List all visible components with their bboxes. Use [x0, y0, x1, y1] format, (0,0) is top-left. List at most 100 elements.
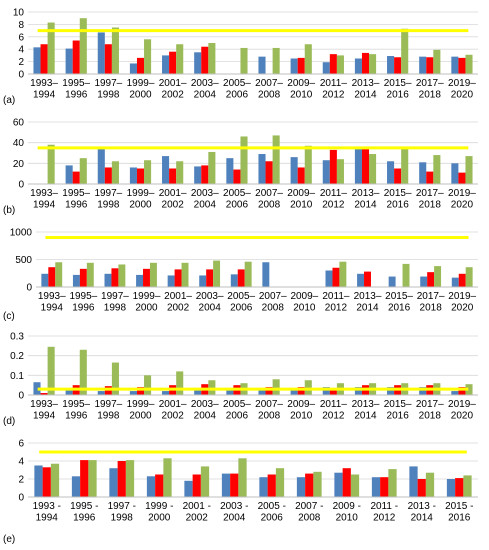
x-tick-label: 2009– — [287, 78, 315, 89]
x-tick-label: 2010 — [336, 513, 359, 524]
bar-s1-7 — [230, 274, 238, 287]
bar-s1-3 — [97, 148, 105, 184]
bar-s1-10 — [322, 62, 330, 74]
chart-panel-3: 0 500 1000 1993–1994 1995–1996 1997–1998 1999–… — [3, 228, 478, 322]
x-tick-label: 2009 - — [333, 501, 361, 512]
bar-s1-5 — [184, 480, 193, 497]
y-tick-label: 0.3 — [10, 332, 24, 343]
x-tick-label: 2007– — [255, 78, 283, 89]
x-tick-label: 2015 - — [445, 501, 473, 512]
x-tick-label: 1996 — [65, 411, 88, 422]
x-tick-label: 2013– — [352, 188, 380, 199]
x-tick-label: 2013– — [354, 291, 382, 302]
bar-s2-1 — [42, 467, 51, 497]
bar-s1-8 — [258, 389, 266, 395]
bar-s2-4 — [136, 387, 145, 395]
x-tick-label: 2014 — [354, 200, 377, 211]
x-tick-label: 2014 — [411, 513, 434, 524]
bar-s2-13 — [426, 171, 434, 184]
x-tick-label: 1999– — [127, 78, 155, 89]
bar-s2-10 — [329, 54, 337, 74]
bar-s1-4 — [129, 391, 137, 395]
x-tick-label: 1998 — [104, 303, 127, 314]
bar-s1-5 — [167, 275, 175, 287]
x-tick-label: 2016 — [387, 411, 410, 422]
x-tick-label: 2001 - — [183, 501, 211, 512]
x-tick-label: 1993– — [30, 188, 58, 199]
x-tick-label: 2001– — [159, 399, 187, 410]
x-tick-label: 2008 — [262, 303, 285, 314]
x-tick-label: 2013 - — [408, 501, 436, 512]
bar-s1-14 — [451, 391, 459, 395]
bar-s2-2 — [79, 268, 87, 287]
x-tick-label: 2016 — [388, 303, 411, 314]
x-tick-label: 2005– — [227, 291, 255, 302]
x-tick-label: 2018 — [419, 411, 442, 422]
x-tick-label: 2008 — [258, 411, 281, 422]
bar-s3-3 — [111, 27, 119, 74]
bar-s1-12 — [387, 56, 395, 74]
bar-s2-9 — [297, 57, 305, 74]
x-tick-label: 2018 — [420, 303, 443, 314]
x-tick-label: 2001– — [164, 291, 192, 302]
x-tick-label: 2000 — [129, 90, 152, 101]
y-tick-label: 6 — [18, 32, 24, 43]
x-tick-label: 2020 — [451, 303, 474, 314]
bar-s2-4 — [136, 57, 145, 74]
bar-s1-9 — [290, 389, 298, 395]
y-tick-label: 60 — [13, 118, 25, 129]
x-tick-label: 2015– — [385, 291, 413, 302]
x-tick-label: 2003– — [191, 188, 219, 199]
x-tick-label: 2016 — [387, 200, 410, 211]
bar-s2-9 — [342, 468, 351, 497]
bar-s2-10 — [329, 149, 337, 184]
panel-label: (d) — [3, 416, 15, 427]
bar-s1-9 — [290, 58, 298, 74]
bar-s2-1 — [40, 44, 48, 74]
bar-s2-2 — [80, 460, 89, 497]
bar-s3-5 — [176, 161, 184, 184]
x-tick-label: 1996 — [73, 513, 96, 524]
x-tick-label: 2000 — [129, 411, 152, 422]
x-tick-label: 2005– — [223, 399, 251, 410]
bar-s2-14 — [458, 57, 466, 74]
bar-s1-7 — [226, 389, 234, 395]
bar-s3-7 — [275, 468, 285, 497]
y-tick-label: 2 — [18, 475, 24, 486]
x-tick-label: 2012 — [322, 200, 345, 211]
bar-s3-2 — [88, 460, 97, 497]
bar-s1-11 — [357, 273, 365, 287]
x-tick-label: 1997– — [101, 291, 129, 302]
x-tick-label: 1995– — [69, 291, 97, 302]
y-tick-label: 0 — [26, 283, 32, 294]
bar-s2-5 — [192, 474, 201, 497]
bar-s2-2 — [72, 40, 80, 74]
bar-s1-1 — [33, 47, 41, 74]
bar-s1-2 — [72, 274, 80, 287]
x-tick-label: 1994 — [41, 303, 64, 314]
bar-s3-3 — [111, 161, 119, 184]
bar-s3-12 — [463, 475, 472, 497]
bar-s2-4 — [155, 474, 164, 497]
bar-s1-8 — [258, 154, 266, 184]
x-tick-label: 2004 — [194, 411, 217, 422]
x-tick-label: 2012 — [373, 513, 396, 524]
x-tick-label: 2004 — [223, 513, 246, 524]
chart-panel-5: 0 2 4 6 1993 -1994 1995 -1996 1997 -1998 1999 -… — [3, 439, 478, 545]
bar-s1-11 — [354, 58, 362, 74]
bar-s1-10 — [325, 270, 333, 287]
x-tick-label: 1998 — [97, 411, 120, 422]
bar-s3-1 — [47, 144, 55, 184]
bar-s3-8 — [272, 47, 280, 74]
bar-s1-2 — [71, 476, 81, 497]
bar-s2-9 — [297, 387, 305, 395]
bar-s1-7 — [226, 158, 234, 184]
bar-s1-6 — [194, 389, 202, 395]
x-tick-label: 2013– — [352, 78, 380, 89]
bar-s1-10 — [371, 477, 381, 497]
y-tick-label: 0 — [18, 493, 24, 504]
x-tick-label: 2006 — [230, 303, 253, 314]
bar-s1-5 — [162, 156, 170, 184]
bar-s2-3 — [111, 268, 119, 287]
bar-s1-12 — [446, 479, 456, 497]
